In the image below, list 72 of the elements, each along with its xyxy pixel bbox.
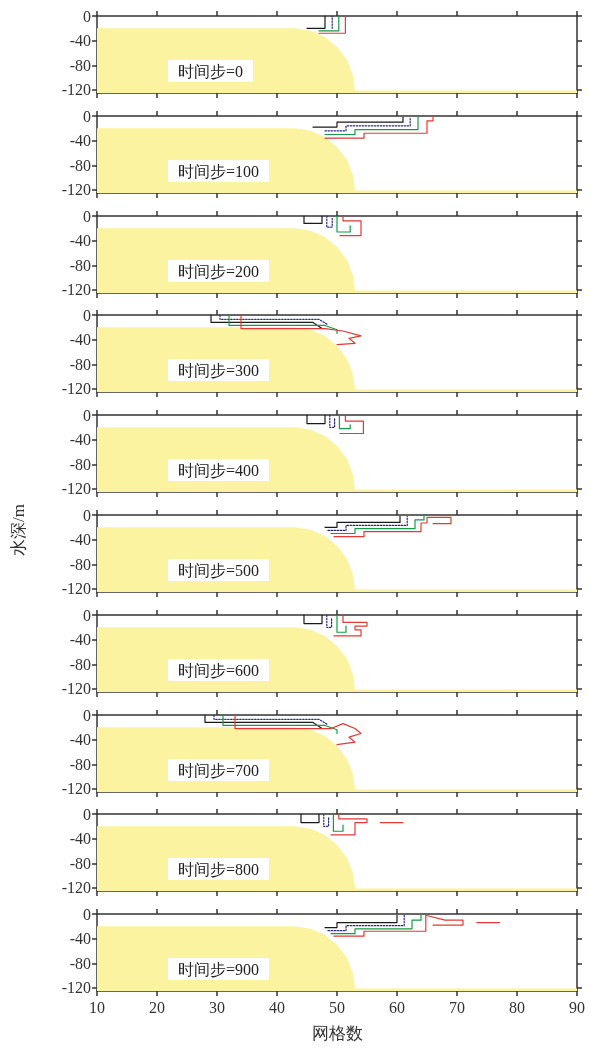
- y-tick-label: -80: [69, 954, 91, 972]
- annotation: 时间步=600: [178, 661, 260, 679]
- line-series: [222, 713, 338, 734]
- line-series: [240, 314, 362, 346]
- y-tick-label: -80: [69, 855, 91, 873]
- line-series: [324, 115, 434, 139]
- x-tick-label: 90: [569, 998, 585, 1016]
- line-series: [333, 914, 464, 937]
- y-tick-label: 0: [83, 805, 91, 823]
- y-tick-label: -120: [61, 680, 91, 698]
- y-tick-label: -40: [69, 131, 91, 149]
- y-tick-label: -40: [69, 531, 91, 549]
- y-tick-label: 0: [83, 905, 91, 923]
- x-tick-label: 80: [509, 998, 525, 1016]
- y-tick-label: -40: [69, 32, 91, 50]
- y-tick-label: 0: [83, 606, 91, 624]
- x-tick-label: 30: [209, 998, 225, 1016]
- y-tick-label: -40: [69, 930, 91, 948]
- y-tick-label: 0: [83, 506, 91, 524]
- annotation: 时间步=400: [178, 461, 260, 479]
- y-tick-label: -120: [61, 281, 91, 299]
- annotation: 时间步=700: [178, 761, 260, 779]
- y-tick-label: -40: [69, 431, 91, 449]
- line-series: [330, 914, 422, 935]
- y-tick-label: -120: [61, 81, 91, 99]
- annotation: 时间步=200: [178, 262, 260, 280]
- annotation: 时间步=800: [178, 860, 260, 878]
- y-tick-label: -120: [61, 780, 91, 798]
- y-tick-label: 0: [83, 706, 91, 724]
- y-tick-label: -120: [61, 480, 91, 498]
- line-series: [228, 314, 338, 335]
- y-tick-label: -80: [69, 755, 91, 773]
- y-tick-label: -120: [61, 979, 91, 997]
- line-series: [330, 514, 425, 535]
- x-tick-label: 10: [89, 998, 105, 1016]
- line-series: [234, 713, 362, 745]
- x-tick-label: 20: [149, 998, 165, 1016]
- y-tick-label: -120: [61, 181, 91, 199]
- y-tick-label: -40: [69, 231, 91, 249]
- y-tick-label: -40: [69, 730, 91, 748]
- x-tick-label: 60: [389, 998, 405, 1016]
- y-tick-label: 0: [83, 207, 91, 225]
- y-tick-label: -80: [69, 455, 91, 473]
- y-tick-label: -120: [61, 580, 91, 598]
- x-tick-label: 70: [449, 998, 465, 1016]
- y-tick-label: -40: [69, 630, 91, 648]
- y-tick-label: -80: [69, 356, 91, 374]
- y-tick-label: -80: [69, 256, 91, 274]
- annotation: 时间步=900: [178, 960, 260, 978]
- y-axis-title: 水深/m: [8, 504, 28, 556]
- y-tick-label: 0: [83, 107, 91, 125]
- y-tick-label: -80: [69, 156, 91, 174]
- y-tick-label: -80: [69, 555, 91, 573]
- x-axis-title: 网格数: [311, 1024, 363, 1044]
- annotation: 时间步=100: [178, 162, 260, 180]
- annotation: 时间步=300: [178, 361, 260, 379]
- annotation: 时间步=500: [178, 561, 260, 579]
- y-tick-label: 0: [83, 306, 91, 324]
- y-tick-label: -40: [69, 331, 91, 349]
- y-tick-label: -120: [61, 879, 91, 897]
- y-tick-label: -40: [69, 830, 91, 848]
- annotation: 时间步=0: [178, 62, 244, 80]
- line-series: [333, 614, 368, 637]
- x-tick-label: 50: [329, 998, 345, 1016]
- y-tick-label: 0: [83, 7, 91, 25]
- x-tick-label: 40: [269, 998, 285, 1016]
- y-tick-label: -80: [69, 655, 91, 673]
- y-tick-label: -80: [69, 56, 91, 74]
- y-tick-label: -120: [61, 380, 91, 398]
- line-series: [333, 516, 452, 538]
- y-tick-label: 0: [83, 406, 91, 424]
- line-series: [330, 813, 368, 836]
